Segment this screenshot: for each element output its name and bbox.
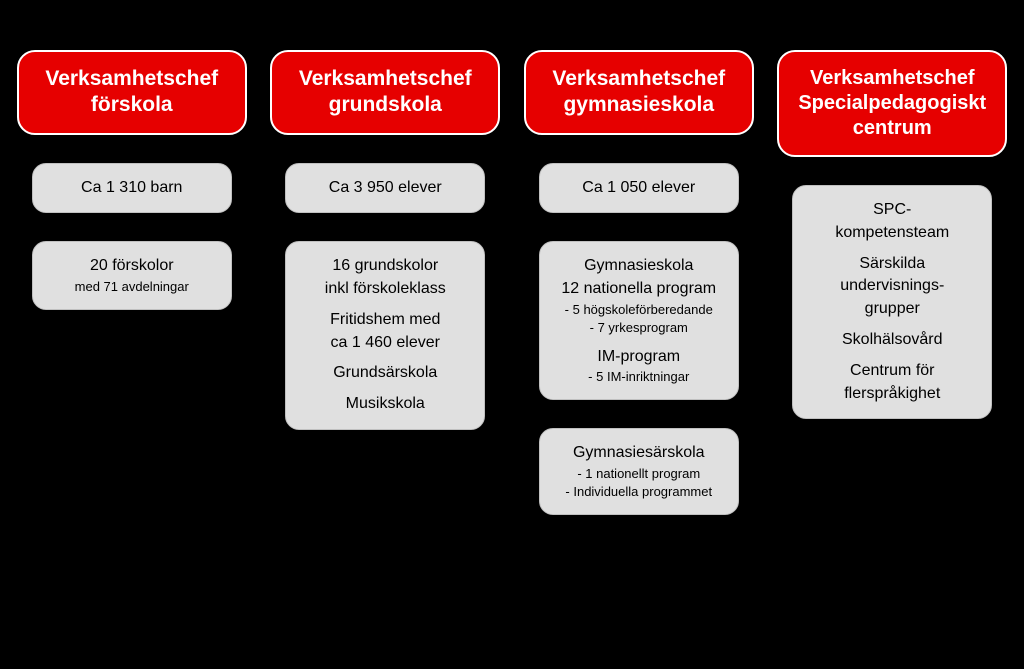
column-gymnasie: Verksamhetschef gymnasieskola Ca 1 050 e… [519,50,759,515]
header-line: Verksamhetschef [534,66,744,92]
text-line: Centrum för [803,361,981,382]
text-line: Gymnasieskola [550,256,728,277]
text-line: Ca 1 310 barn [43,178,221,199]
box-grund-count: Ca 3 950 elever [285,163,485,214]
text-line: Grundsärskola [296,363,474,384]
box-gym-programs: Gymnasieskola 12 nationella program - 5 … [539,241,739,400]
text-line: Särskilda [803,254,981,275]
text-line: IM-program [550,347,728,368]
header-line: centrum [787,116,997,141]
text-line: inkl förskoleklass [296,279,474,300]
text-sub: med 71 avdelningar [43,279,221,296]
box-gym-sarskola: Gymnasiesärskola - 1 nationellt program … [539,428,739,515]
box-forskola-count: Ca 1 310 barn [32,163,232,214]
column-grundskola: Verksamhetschef grundskola Ca 3 950 elev… [266,50,506,515]
text-sub: - Individuella programmet [550,484,728,501]
text-line: 12 nationella program [550,279,728,300]
header-forskola: Verksamhetschef förskola [17,50,247,135]
text-line: Skolhälsovård [803,330,981,351]
text-line: Musikskola [296,394,474,415]
header-spc: Verksamhetschef Specialpedagogiskt centr… [777,50,1007,157]
text-line: 16 grundskolor [296,256,474,277]
text-line: Fritidshem med [296,310,474,331]
column-spc: Verksamhetschef Specialpedagogiskt centr… [773,50,1013,515]
header-line: gymnasieskola [534,92,744,118]
header-line: förskola [27,92,237,118]
text-sub: - 5 högskoleförberedande [550,302,728,319]
text-line: 20 förskolor [43,256,221,277]
text-line: Ca 3 950 elever [296,178,474,199]
header-line: Verksamhetschef [27,66,237,92]
text-line: kompetensteam [803,223,981,244]
header-grundskola: Verksamhetschef grundskola [270,50,500,135]
text-line: ca 1 460 elever [296,333,474,354]
text-line: SPC- [803,200,981,221]
box-forskola-detail: 20 förskolor med 71 avdelningar [32,241,232,310]
header-line: Verksamhetschef [787,66,997,91]
header-gymnasie: Verksamhetschef gymnasieskola [524,50,754,135]
text-line: flerspråkighet [803,384,981,405]
header-line: grundskola [280,92,490,118]
org-chart: Verksamhetschef förskola Ca 1 310 barn 2… [0,0,1024,515]
box-grund-detail: 16 grundskolor inkl förskoleklass Fritid… [285,241,485,430]
text-line: undervisnings- [803,276,981,297]
text-line: Ca 1 050 elever [550,178,728,199]
header-line: Verksamhetschef [280,66,490,92]
text-line: Gymnasiesärskola [550,443,728,464]
column-forskola: Verksamhetschef förskola Ca 1 310 barn 2… [12,50,252,515]
box-gym-count: Ca 1 050 elever [539,163,739,214]
box-spc-detail: SPC- kompetensteam Särskilda undervisnin… [792,185,992,419]
text-sub: - 1 nationellt program [550,466,728,483]
text-sub: - 5 IM-inriktningar [550,369,728,386]
text-line: grupper [803,299,981,320]
header-line: Specialpedagogiskt [787,91,997,116]
text-sub: - 7 yrkesprogram [550,320,728,337]
